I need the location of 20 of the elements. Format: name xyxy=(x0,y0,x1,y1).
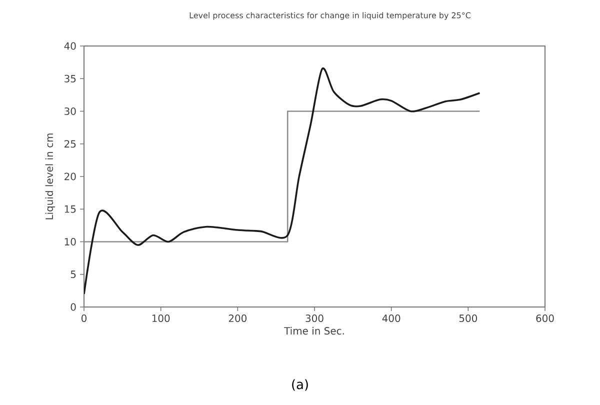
x-tick-label: 400 xyxy=(382,314,400,322)
y-tick-label: 40 xyxy=(64,42,76,50)
y-axis-title: Liquid level in cm xyxy=(45,134,55,220)
y-tick-label: 5 xyxy=(70,270,76,278)
x-tick-label: 500 xyxy=(459,314,478,322)
y-tick-label: 20 xyxy=(64,172,76,180)
x-tick-label: 600 xyxy=(536,314,554,322)
y-tick-label: 10 xyxy=(64,238,76,246)
y-tick-label: 30 xyxy=(64,107,76,116)
text: (a) xyxy=(292,379,308,391)
x-tick-label: 200 xyxy=(228,314,247,322)
y-tick-label: 15 xyxy=(64,205,76,213)
x-axis-title: Time in Sec. xyxy=(284,326,344,335)
x-tick-label: 0 xyxy=(81,314,87,322)
x-tick-label: 100 xyxy=(152,314,170,322)
y-tick-label: 25 xyxy=(64,140,76,148)
y-tick-label: 0 xyxy=(70,303,76,311)
x-tick-label: 300 xyxy=(306,314,324,322)
y-tick-label: 35 xyxy=(64,74,76,82)
line-series xyxy=(84,68,481,295)
